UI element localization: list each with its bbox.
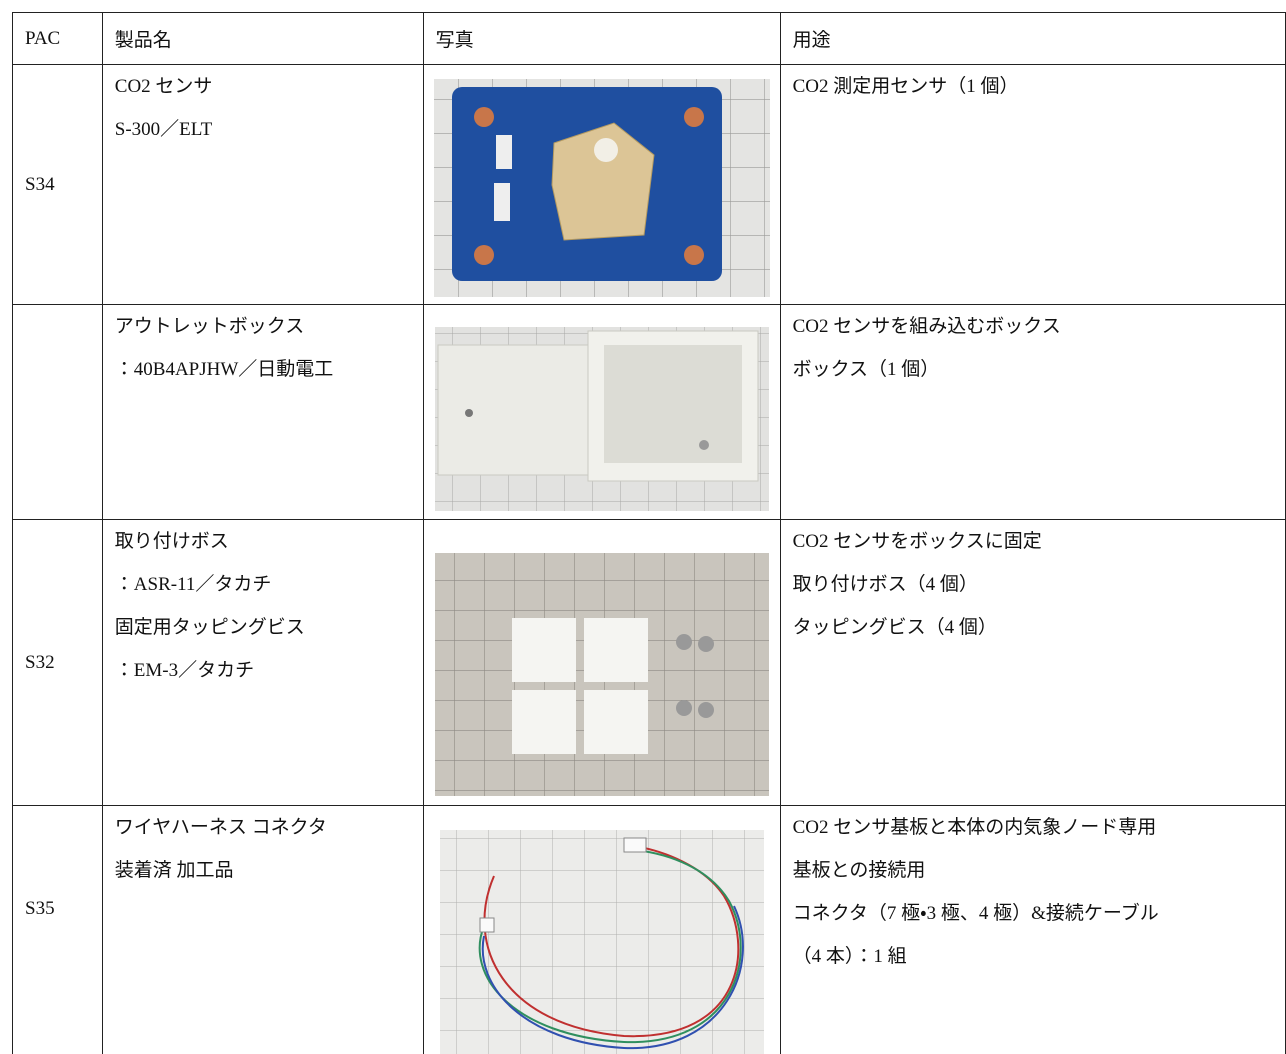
product-line: CO2 センサ: [114, 76, 213, 97]
use-line: CO2 センサをボックスに固定: [792, 531, 1042, 552]
product-line: アウトレットボックス: [114, 316, 305, 337]
use-cell: CO2 センサを組み込むボックス ボックス（1 個）: [779, 304, 1286, 520]
product-cell: CO2 センサ S-300／ELT: [101, 64, 424, 305]
use-line: CO2 センサを組み込むボックス: [792, 316, 1061, 337]
header-cell: 写真: [422, 12, 781, 65]
pac-cell: S34: [12, 64, 103, 305]
product-cell: アウトレットボックス ：40B4APJHW／日動電工: [101, 304, 424, 520]
use-line: コネクタ（7 極・3 極、4 極）&接続ケーブル: [792, 903, 1159, 924]
row: S32 取り付けボス ：ASR-11／タカチ固定用タッピングビス ：EM-3／タカチ…: [12, 519, 1286, 806]
use-cell: CO2 測定用センサ（1 個）: [779, 64, 1286, 305]
product-line: S-300／ELT: [114, 119, 213, 140]
product-line: ワイヤハーネス コネクタ: [114, 817, 327, 838]
photo-sensor: [433, 79, 770, 297]
header-cell: 用途: [779, 12, 1286, 65]
row: アウトレットボックス ：40B4APJHW／日動電工 CO2 センサを組み込むボッ…: [12, 304, 1286, 520]
use-cell: CO2 センサ基板と本体の内気象ノード専用 基板との接続用コネクタ（7 極・3 極…: [779, 805, 1286, 1054]
product-line: ：ASR-11／タカチ: [114, 574, 272, 595]
product-cell: 取り付けボス ：ASR-11／タカチ固定用タッピングビス ：EM-3／タカチ: [101, 519, 424, 806]
pac-cell: [12, 304, 103, 520]
photo-cell: [422, 64, 781, 305]
use-line: CO2 センサ基板と本体の内気象ノード専用: [792, 817, 1157, 838]
use-cell: CO2 センサをボックスに固定 取り付けボス（4 個） タッピングビス（4 個）: [779, 519, 1286, 806]
row: S34 CO2 センサ S-300／ELT CO2 測定用センサ（1 個）: [12, 64, 1286, 305]
row: S35 ワイヤハーネス コネクタ 装着済 加工品 CO2 センサ基板と本体の内気象…: [12, 805, 1286, 1054]
use-line: タッピングビス（4 個）: [792, 617, 997, 638]
use-line: 取り付けボス（4 個）: [792, 574, 978, 595]
photo-cell: [422, 304, 781, 520]
product-line: ：40B4APJHW／日動電工: [114, 359, 334, 380]
header-cell: PAC: [12, 12, 103, 65]
header-cell: 製品名: [101, 12, 424, 65]
pac-cell: S32: [12, 519, 103, 806]
product-line: 装着済 加工品: [114, 860, 234, 881]
pac-cell: S35: [12, 805, 103, 1054]
photo-cell: [422, 805, 781, 1054]
product-cell: ワイヤハーネス コネクタ 装着済 加工品: [101, 805, 424, 1054]
header-row: PAC 製品名 写真 用途: [12, 12, 1286, 65]
photo-harness: [439, 830, 764, 1054]
use-line: ボックス（1 個）: [792, 359, 940, 380]
product-line: 固定用タッピングビス: [114, 617, 305, 638]
parts-table: PAC 製品名 写真 用途 S34 CO2 センサ S-300／ELT CO2 測…: [12, 12, 1286, 1054]
use-line: CO2 測定用センサ（1 個）: [792, 76, 1019, 97]
photo-bosses: [434, 553, 769, 796]
use-line: 基板との接続用: [792, 860, 926, 881]
product-line: ：EM-3／タカチ: [114, 660, 255, 681]
photo-cell: [422, 519, 781, 806]
product-line: 取り付けボス: [114, 531, 229, 552]
use-line: （4 本）：1 組: [792, 946, 907, 967]
photo-box: [434, 327, 769, 511]
